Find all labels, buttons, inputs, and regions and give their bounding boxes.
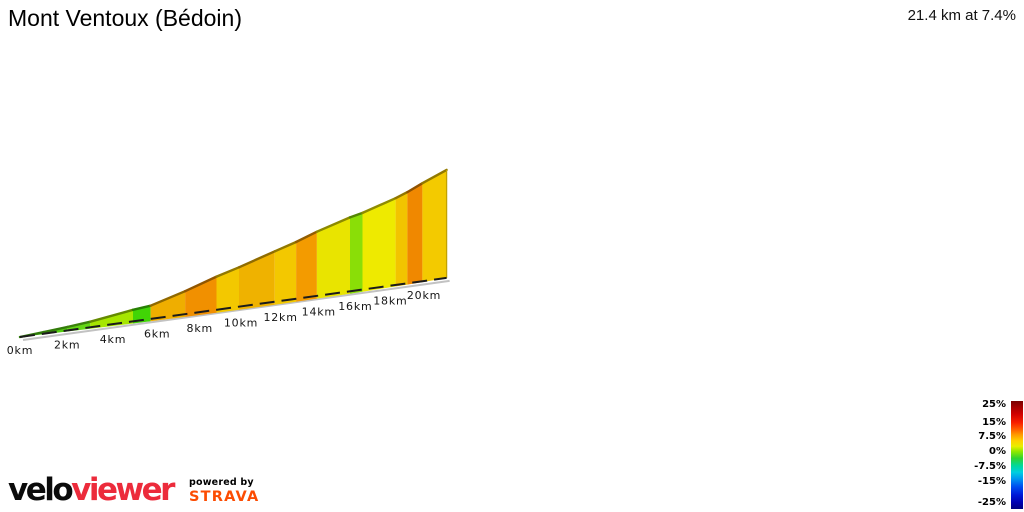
baseline-shadow (22, 279, 450, 341)
x-tick-label: 14km (302, 305, 336, 318)
profile-top-edge (215, 266, 241, 278)
gradient-segment (395, 192, 408, 287)
gradient-segment (316, 217, 350, 299)
gradient-segment (422, 169, 447, 283)
gradient-colorbar (1011, 401, 1023, 509)
gradient-segment (296, 231, 317, 302)
profile-top-edge (65, 320, 92, 329)
gradient-segment (90, 309, 133, 329)
powered-by-label: powered by (188, 477, 254, 488)
x-tick-label: 18km (373, 294, 407, 307)
gradient-segment (239, 251, 275, 310)
brand-velo: velo (8, 472, 74, 508)
legend-label: -25% (977, 497, 1006, 508)
gradient-segment (350, 212, 363, 294)
x-tick-label: 12km (263, 311, 297, 324)
page-title: Mont Ventoux (Bédoin) (8, 5, 242, 31)
x-tick-label: 0km (7, 344, 33, 357)
veloviewer-logo[interactable]: veloviewer powered by STRAVA (8, 473, 259, 507)
x-tick-label: 20km (407, 289, 441, 302)
strava-logo[interactable]: powered by STRAVA (189, 478, 259, 504)
profile-top-edge (406, 181, 424, 194)
profile-top-edge (273, 240, 298, 253)
profile-top-edge (361, 196, 397, 215)
profile-top-edge (183, 275, 218, 293)
profile-top-edge (42, 325, 69, 334)
x-tick-label: 10km (224, 316, 258, 329)
legend-label: -7.5% (974, 461, 1006, 472)
x-axis-line (19, 276, 447, 338)
profile-top-edge (237, 250, 276, 269)
brand-viewer: viewer (71, 472, 175, 508)
profile-top-edge (294, 230, 319, 244)
veloviewer-wordmark[interactable]: veloviewer (8, 472, 175, 508)
gradient-segment (362, 198, 396, 292)
gradient-segment (274, 242, 297, 305)
profile-top-edge (421, 168, 448, 185)
gradient-segment (407, 183, 423, 285)
strava-wordmark: STRAVA (188, 488, 260, 505)
profile-top-edge (315, 216, 352, 233)
profile-top-edge (394, 190, 409, 200)
gradient-segment (133, 305, 151, 324)
gradient-segment (216, 267, 239, 313)
x-tick-label: 8km (187, 322, 213, 335)
legend-label: 0% (989, 446, 1006, 457)
profile-top-edge (131, 304, 152, 311)
x-tick-label: 2km (54, 339, 80, 352)
profile-top-edge (149, 290, 187, 307)
climb-summary: 21.4 km at 7.4% (907, 7, 1016, 24)
legend-label: 7.5% (978, 431, 1006, 442)
gradient-legend: 25% 15% 7.5% 0% -7.5% -15% -25% (951, 399, 1023, 512)
x-tick-label: 6km (144, 327, 170, 340)
profile-top-edge (348, 211, 364, 219)
legend-label: -15% (977, 476, 1006, 487)
legend-label: 15% (982, 417, 1006, 428)
x-tick-label: 4km (100, 333, 126, 346)
profile-top-edge (89, 308, 135, 323)
legend-label: 25% (982, 399, 1006, 410)
gradient-segment (185, 276, 217, 317)
gradient-segment (150, 291, 186, 322)
x-tick-label: 16km (338, 300, 372, 313)
